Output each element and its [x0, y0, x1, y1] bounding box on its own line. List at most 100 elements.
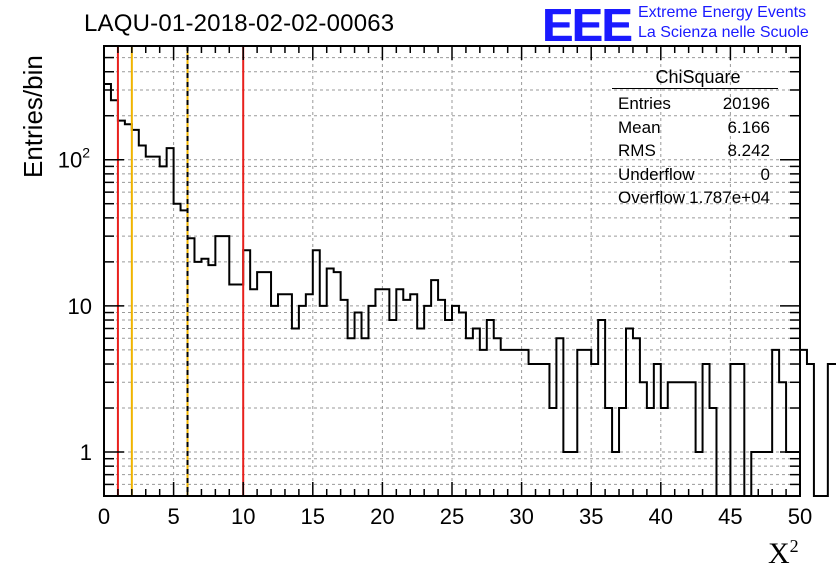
x-tick-label: 15 [301, 504, 325, 529]
histogram-bin [431, 280, 438, 496]
histogram-bin [424, 306, 431, 496]
histogram-bin [327, 269, 334, 496]
histogram-bin [445, 320, 452, 496]
histogram-bin [320, 306, 327, 496]
histogram-bin [751, 452, 758, 496]
stats-key: Overflow [618, 188, 686, 207]
stats-value: 0 [760, 164, 770, 184]
x-axis-label-superscript: 2 [789, 536, 799, 556]
histogram-series [104, 82, 836, 497]
x-tick-label: 50 [788, 504, 812, 529]
histogram-bin [626, 329, 633, 496]
reference-lines [116, 46, 245, 496]
stats-row: Overflow 1.787e+04 [612, 187, 778, 211]
histogram-bin [605, 408, 612, 496]
histogram-bin [139, 146, 146, 496]
histogram-bin [494, 338, 501, 496]
histogram-bin [758, 452, 765, 496]
histogram-bin [132, 130, 139, 496]
histogram-bin [710, 408, 717, 496]
histogram-bin [271, 306, 278, 496]
histogram-bin [612, 452, 619, 496]
histogram-bin [396, 289, 403, 496]
histogram-bin [508, 350, 515, 496]
stats-divider [612, 88, 778, 89]
histogram-bin [389, 320, 396, 496]
histogram-bin [153, 157, 160, 496]
stats-key: RMS [618, 141, 656, 160]
histogram-bin [563, 452, 570, 496]
histogram-bin [549, 408, 556, 496]
stats-key: Entries [618, 94, 671, 113]
y-axis-label: Entries/bin [18, 55, 48, 178]
y-tick-label: 102 [58, 145, 90, 173]
histogram-bin [181, 210, 188, 496]
histogram-bin [264, 272, 271, 496]
y-tick-label: 10 [68, 294, 92, 319]
histogram-bin [118, 121, 125, 496]
y-tick-label: 1 [80, 440, 92, 465]
histogram-bin [215, 236, 222, 496]
histogram-bin [208, 265, 215, 496]
stats-row: Entries 20196 [612, 93, 778, 117]
histogram-bin [501, 350, 508, 496]
histogram-bin [167, 148, 174, 496]
stats-title: ChiSquare [655, 67, 741, 87]
histogram-bin [487, 320, 494, 496]
histogram-bin [515, 350, 522, 496]
histogram-bin [438, 300, 445, 496]
histogram-bin [730, 364, 737, 496]
histogram-bin [737, 364, 744, 496]
histogram-bin [125, 124, 132, 496]
histogram-bin [160, 166, 167, 496]
stats-value: 1.787e+04 [689, 188, 770, 207]
histogram-bin [403, 300, 410, 496]
x-tick-label: 45 [718, 504, 742, 529]
histogram-bin [417, 329, 424, 496]
x-tick-label: 35 [579, 504, 603, 529]
stats-row: Underflow 0 [612, 164, 778, 188]
x-tick-label: 0 [98, 504, 110, 529]
stats-value: 6.166 [727, 117, 770, 137]
histogram-bin [299, 306, 306, 496]
histogram-bin [682, 382, 689, 496]
x-tick-label: 40 [649, 504, 673, 529]
stats-row: RMS 8.242 [612, 140, 778, 164]
histogram-bin [313, 250, 320, 496]
histogram-bin [654, 364, 661, 496]
histogram-bin [675, 382, 682, 496]
histogram-bin [633, 338, 640, 496]
histogram-bin [647, 408, 654, 496]
histogram-bin [584, 350, 591, 496]
x-tick-label: 10 [231, 504, 255, 529]
histogram-bin [529, 364, 536, 496]
histogram-bin [306, 294, 313, 496]
histogram-bin [466, 338, 473, 496]
axis-tick-labels: 0 5 10 15 20 25 30 35 40 45 50 1 10 102 [58, 145, 813, 529]
histogram-bin [772, 350, 779, 496]
histogram-bin [473, 329, 480, 496]
histogram-bin [452, 306, 459, 496]
histogram-bin [668, 382, 675, 496]
histogram-bin [522, 350, 529, 496]
histogram-bin [236, 285, 243, 496]
histogram-bin [577, 350, 584, 496]
histogram-bin [556, 338, 563, 496]
histogram-bin [689, 382, 696, 496]
histogram-bin [194, 262, 201, 496]
stats-value: 8.242 [727, 141, 770, 160]
x-tick-label: 5 [167, 504, 179, 529]
stats-value: 20196 [722, 94, 770, 113]
histogram-bin [188, 238, 195, 496]
histogram-bin [375, 289, 382, 496]
stats-row: Mean 6.166 [612, 117, 778, 141]
stats-key: Mean [618, 117, 661, 137]
x-tick-label: 25 [440, 504, 464, 529]
histogram-bin [807, 364, 814, 496]
histogram-bin [640, 382, 647, 496]
histogram-bin [222, 236, 229, 496]
stats-key: Underflow [618, 164, 695, 184]
chart-title: LAQU-01-2018-02-02-00063 [84, 10, 395, 37]
histogram-bin [591, 364, 598, 496]
